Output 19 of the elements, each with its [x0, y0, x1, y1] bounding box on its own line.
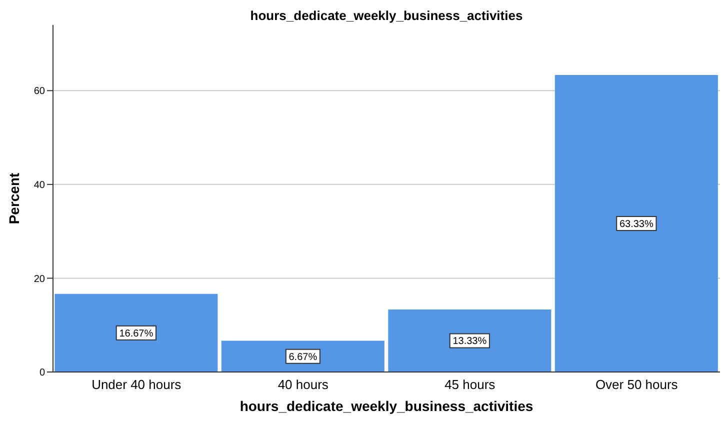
y-tick-label: 60	[34, 86, 46, 98]
x-tick-label: 40 hours	[278, 377, 329, 392]
data-label: 6.67%	[288, 352, 318, 363]
y-tick-label: 40	[34, 180, 46, 191]
data-label: 13.33%	[452, 336, 487, 348]
data-label: 63.33%	[619, 219, 654, 230]
bar	[221, 340, 384, 372]
x-tick-label: Over 50 hours	[595, 377, 678, 392]
x-tick-label: 45 hours	[444, 377, 496, 392]
x-axis-title: hours_dedicate_weekly_business_activities	[238, 398, 534, 414]
bar	[54, 294, 218, 372]
x-tick-label: Under 40 hours	[92, 377, 182, 392]
bar	[554, 75, 718, 372]
y-tick-label: 0	[39, 368, 46, 379]
bar	[388, 309, 552, 372]
y-axis-title: Percent	[6, 172, 22, 224]
y-tick-label: 20	[34, 274, 46, 285]
chart-title: hours_dedicate_weekly_business_activities	[249, 8, 524, 23]
data-label: 16.67%	[119, 328, 154, 340]
